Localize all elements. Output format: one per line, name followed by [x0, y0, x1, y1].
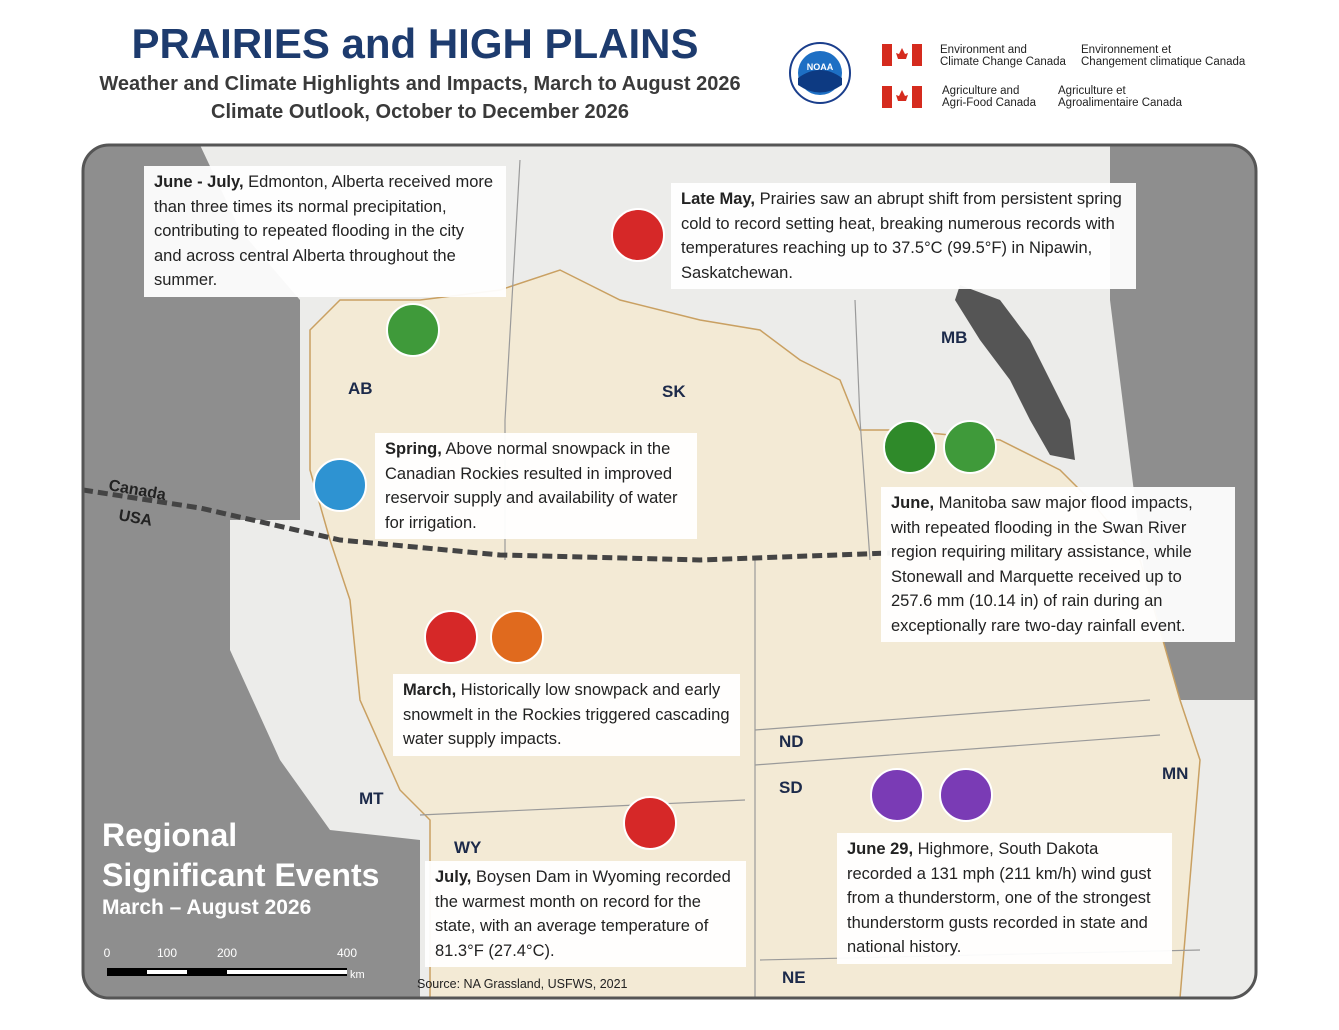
- region-label: ND: [779, 732, 804, 751]
- logo-line: Changement climatique Canada: [1081, 56, 1246, 68]
- aafc-en: Agriculture and Agri-Food Canada: [942, 85, 1036, 109]
- legend-title: Regional Significant Events: [102, 815, 379, 895]
- logo-line: Agroalimentaire Canada: [1058, 97, 1183, 109]
- callout-lead: Late May,: [681, 190, 755, 208]
- callout-lead: June - July,: [154, 173, 244, 191]
- noaa-text: NOAA: [807, 62, 834, 72]
- logo-line: Environment and: [940, 44, 1027, 56]
- eccc-en: Environment and Climate Change Canada: [940, 44, 1066, 68]
- eccc-fr: Environnement et Changement climatique Ca…: [1081, 44, 1245, 68]
- callout-lead: June,: [891, 494, 935, 512]
- scale-tick: 200: [217, 946, 237, 960]
- callout-lead: March,: [403, 681, 457, 699]
- callout-text: Above normal snowpack in the Canadian Ro…: [385, 440, 678, 532]
- region-label: AB: [348, 379, 373, 398]
- callout-text: Boysen Dam in Wyoming recorded the warme…: [435, 868, 731, 960]
- callout-text: Highmore, South Dakota recorded a 131 mp…: [847, 840, 1152, 956]
- region-label: NE: [782, 968, 806, 987]
- logo-line: Environnement et: [1081, 44, 1172, 56]
- logo-line: Agri-Food Canada: [942, 97, 1036, 109]
- region-label: MB: [941, 328, 968, 347]
- logo-line: Agriculture et: [1058, 85, 1126, 97]
- callout: July, Boysen Dam in Wyoming recorded the…: [425, 861, 746, 967]
- callout: March, Historically low snowpack and ear…: [393, 674, 740, 756]
- scale-tick: 100: [157, 946, 177, 960]
- border-label: USA: [117, 507, 154, 530]
- legend-period: March – August 2026: [102, 896, 312, 919]
- source: Source: NA Grassland, USFWS, 2021: [417, 977, 628, 991]
- callout-lead: July,: [435, 868, 472, 886]
- noaa-logo: NOAA: [789, 42, 851, 104]
- region-label: SK: [662, 382, 686, 401]
- title: PRAIRIES and HIGH PLAINS: [131, 20, 699, 67]
- logo-line: Agriculture and: [942, 85, 1020, 97]
- region-label: WY: [454, 838, 482, 857]
- logo-line: Climate Change Canada: [940, 56, 1066, 68]
- scale-unit: km: [350, 969, 365, 981]
- region-label: MT: [359, 789, 384, 808]
- icons: [313, 208, 997, 850]
- region-label: MN: [1162, 764, 1189, 783]
- legend-line: Regional: [102, 817, 238, 853]
- callout-text: Prairies saw an abrupt shift from persis…: [681, 190, 1122, 282]
- callout-text: Edmonton, Alberta received more than thr…: [154, 173, 494, 289]
- callout-lead: Spring,: [385, 440, 442, 458]
- callout-lead: June 29,: [847, 840, 914, 858]
- legend-line: Significant Events: [102, 857, 380, 893]
- scale-tick: 400: [337, 946, 357, 960]
- callout-text: Manitoba saw major flood impacts, with r…: [891, 494, 1193, 635]
- scale-bar: 0 100 200 400 km: [104, 946, 365, 981]
- callout: Late May, Prairies saw an abrupt shift f…: [671, 183, 1136, 289]
- aafc-fr: Agriculture et Agroalimentaire Canada: [1058, 85, 1182, 109]
- region-label: SD: [779, 778, 803, 797]
- scale-tick: 0: [104, 946, 111, 960]
- callout: Spring, Above normal snowpack in the Can…: [375, 433, 697, 539]
- flags: [882, 44, 922, 108]
- outlook: Climate Outlook, October to December 202…: [211, 101, 629, 123]
- subtitle: Weather and Climate Highlights and Impac…: [99, 73, 741, 95]
- callout: June, Manitoba saw major flood impacts, …: [881, 487, 1235, 642]
- callout: June 29, Highmore, South Dakota recorded…: [837, 833, 1172, 964]
- callout-text: Historically low snowpack and early snow…: [403, 681, 730, 748]
- callout: June - July, Edmonton, Alberta received …: [144, 166, 506, 297]
